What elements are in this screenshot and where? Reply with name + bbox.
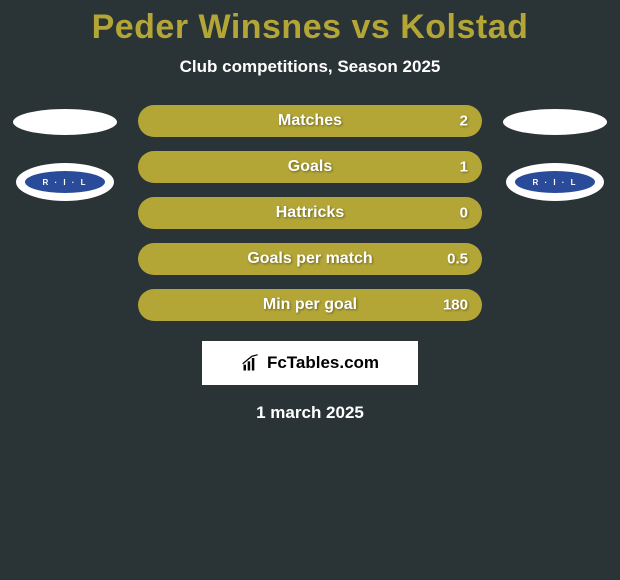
main-row: R · I · L Matches 2 Goals 1 Hattricks 0 … (0, 105, 620, 321)
stat-bar-hattricks: Hattricks 0 (138, 197, 482, 229)
stat-bar-goals-per-match: Goals per match 0.5 (138, 243, 482, 275)
team-badge-ring-right-inner: R · I · L (513, 169, 597, 195)
date-label: 1 march 2025 (0, 403, 620, 423)
subtitle: Club competitions, Season 2025 (0, 57, 620, 77)
brand-box[interactable]: FcTables.com (202, 341, 418, 385)
team-badge-ring-left-inner: R · I · L (23, 169, 107, 195)
brand-label: FcTables.com (267, 353, 379, 373)
stat-label: Goals per match (247, 250, 372, 268)
stat-label: Hattricks (276, 204, 344, 222)
stat-bar-min-per-goal: Min per goal 180 (138, 289, 482, 321)
left-badges: R · I · L (10, 105, 120, 201)
stat-value: 2 (460, 113, 468, 130)
stat-bar-goals: Goals 1 (138, 151, 482, 183)
stat-label: Goals (288, 158, 332, 176)
stat-label: Min per goal (263, 296, 357, 314)
right-badges: R · I · L (500, 105, 610, 201)
stat-bar-matches: Matches 2 (138, 105, 482, 137)
team-badge-plain-left (13, 109, 117, 135)
page-title: Peder Winsnes vs Kolstad (0, 8, 620, 47)
stat-value: 0 (460, 205, 468, 222)
chart-icon (241, 353, 261, 373)
stat-label: Matches (278, 112, 342, 130)
team-badge-ring-left: R · I · L (16, 163, 114, 201)
stats-list: Matches 2 Goals 1 Hattricks 0 Goals per … (138, 105, 482, 321)
stats-card: Peder Winsnes vs Kolstad Club competitio… (0, 0, 620, 423)
stat-value: 1 (460, 159, 468, 176)
team-badge-ring-right: R · I · L (506, 163, 604, 201)
stat-value: 0.5 (447, 251, 468, 268)
stat-value: 180 (443, 297, 468, 314)
team-badge-plain-right (503, 109, 607, 135)
